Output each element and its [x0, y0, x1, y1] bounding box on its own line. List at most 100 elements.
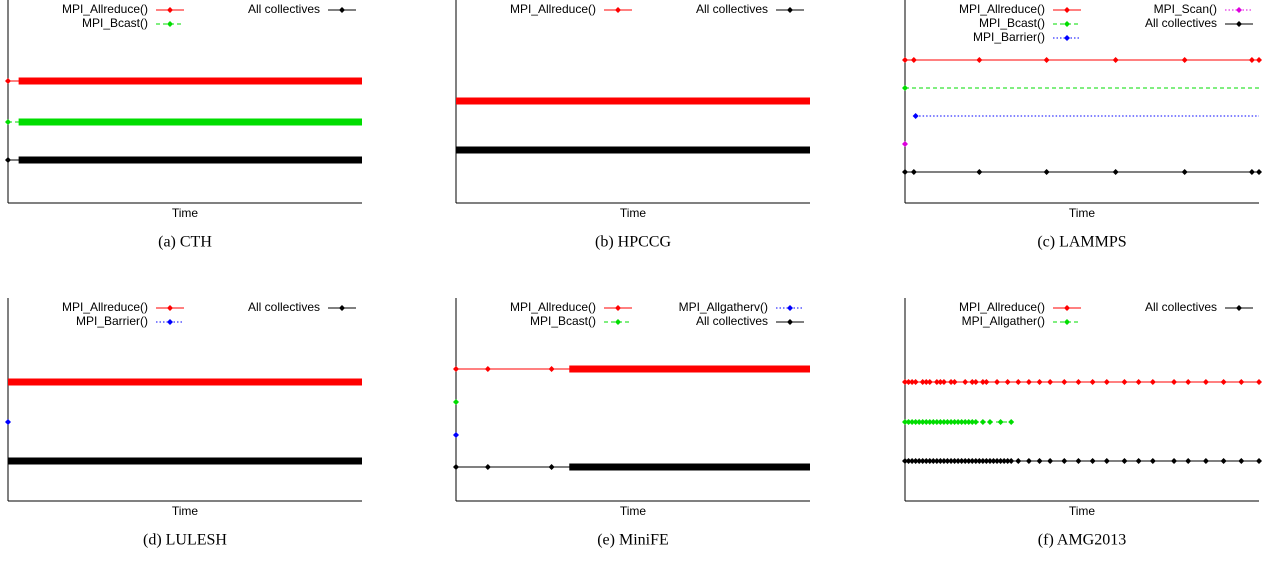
legend-marker [787, 7, 793, 13]
legend-marker [787, 319, 793, 325]
legend-label: All collectives [248, 2, 320, 16]
event-marker [5, 119, 11, 125]
event-marker [1256, 458, 1262, 464]
event-marker [919, 458, 926, 464]
legend-label: MPI_Allreduce() [510, 2, 596, 16]
legend-marker [339, 305, 345, 311]
event-marker [1061, 379, 1068, 385]
event-marker [548, 366, 555, 372]
event-marker [5, 419, 11, 425]
dense-events [456, 97, 810, 105]
event-marker [951, 379, 958, 385]
event-marker [1202, 458, 1209, 464]
dense-events [18, 118, 363, 126]
legend-marker [1236, 21, 1242, 27]
event-marker [937, 379, 944, 385]
event-marker [902, 169, 908, 175]
panel: Time (a) CTH MPI_Allreduce()MPI_Bcast() All… [5, 0, 363, 251]
event-marker [453, 399, 459, 405]
event-marker [969, 379, 976, 385]
legend-label: MPI_Bcast() [530, 314, 596, 328]
event-marker [986, 419, 993, 425]
legend-marker [615, 7, 621, 13]
legend-label: MPI_Allreduce() [62, 2, 148, 16]
event-marker [1185, 379, 1192, 385]
event-marker [1238, 379, 1245, 385]
event-marker [1008, 419, 1015, 425]
event-marker [994, 458, 1001, 464]
event-marker [1075, 458, 1082, 464]
event-marker [1202, 379, 1209, 385]
event-marker [926, 419, 933, 425]
x-axis-label: Time [172, 206, 199, 220]
legend-label: MPI_Bcast() [979, 16, 1045, 30]
event-marker [1043, 169, 1050, 175]
event-marker [1181, 169, 1188, 175]
event-marker [1025, 458, 1032, 464]
event-marker [5, 157, 11, 163]
event-marker [484, 464, 491, 470]
dense-events [18, 156, 363, 164]
event-marker [948, 458, 955, 464]
event-marker [983, 458, 990, 464]
legend-label: MPI_Allreduce() [510, 300, 596, 314]
event-marker [910, 169, 917, 175]
event-marker [958, 458, 965, 464]
x-axis-label: Time [620, 504, 647, 518]
event-marker [933, 419, 940, 425]
event-marker [910, 57, 917, 63]
caption: (b) HPCCG [595, 234, 671, 251]
event-marker [1004, 458, 1011, 464]
event-marker [902, 379, 908, 385]
event-marker [972, 419, 979, 425]
legend-marker [339, 7, 345, 13]
event-marker [1256, 379, 1262, 385]
event-marker [902, 141, 908, 147]
event-marker [951, 419, 958, 425]
event-marker [453, 464, 459, 470]
event-marker [919, 419, 926, 425]
event-marker [965, 458, 972, 464]
event-marker [930, 419, 937, 425]
legend-label: All collectives [696, 2, 768, 16]
event-marker [902, 419, 908, 425]
dense-events [569, 463, 810, 471]
event-marker [923, 458, 930, 464]
event-marker [1135, 379, 1142, 385]
event-marker [1149, 458, 1156, 464]
legend-label: MPI_Allgather() [962, 314, 1045, 328]
event-marker [1248, 169, 1255, 175]
legend-label: MPI_Barrier() [76, 314, 148, 328]
event-marker [1256, 169, 1262, 175]
event-marker [972, 379, 979, 385]
event-marker [944, 419, 951, 425]
event-marker [1043, 57, 1050, 63]
event-marker [923, 379, 930, 385]
event-marker [926, 458, 933, 464]
dense-events [18, 77, 363, 85]
event-marker [902, 57, 908, 63]
event-marker [1004, 379, 1011, 385]
event-marker [983, 379, 990, 385]
legend-marker [167, 319, 173, 325]
event-marker [972, 458, 979, 464]
event-marker [909, 458, 916, 464]
event-marker [1220, 379, 1227, 385]
event-marker [916, 419, 923, 425]
event-marker [926, 379, 933, 385]
panel: Time (c) LAMMPS MPI_Allreduce()MPI_Bcast()… [902, 0, 1262, 251]
event-marker [902, 85, 908, 91]
event-marker [919, 379, 926, 385]
event-marker [1015, 458, 1022, 464]
event-marker [1256, 57, 1262, 63]
event-marker [976, 458, 983, 464]
event-marker [979, 379, 986, 385]
x-axis-label: Time [620, 206, 647, 220]
event-marker [979, 419, 986, 425]
event-marker [948, 419, 955, 425]
legend-marker [1064, 21, 1070, 27]
legend-marker [787, 305, 793, 311]
event-marker [965, 419, 972, 425]
event-marker [902, 458, 908, 464]
event-marker [1089, 458, 1096, 464]
